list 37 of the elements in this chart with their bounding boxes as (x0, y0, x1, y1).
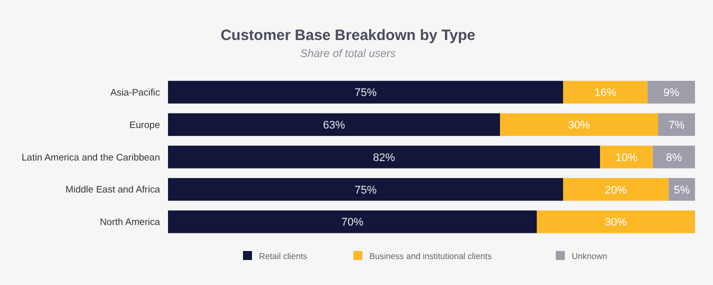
data-label: 63% (322, 119, 346, 132)
chart-subtitle: Share of total users (300, 48, 396, 60)
bar (600, 146, 653, 168)
data-label: 5% (674, 184, 690, 196)
bar (563, 80, 648, 104)
y-tick-label: Europe (129, 120, 160, 131)
data-label: 9% (663, 87, 680, 100)
data-label: 30% (604, 216, 628, 229)
bar (563, 178, 669, 201)
y-tick-label: North America (100, 217, 161, 228)
y-tick-label: Latin America and the Caribbean (22, 152, 160, 164)
data-label: 75% (354, 184, 377, 196)
data-label: 70% (341, 216, 364, 229)
legend-label: Business and institutional clients (369, 250, 492, 261)
bar (168, 178, 564, 201)
data-label: 30% (568, 119, 590, 132)
bar (536, 210, 695, 234)
bar (500, 113, 658, 136)
data-label: 20% (604, 184, 628, 196)
y-tick-label: Asia-Pacific (110, 88, 160, 99)
legend-label: Unknown (572, 250, 608, 261)
data-label: 75% (354, 87, 377, 100)
bar (168, 210, 537, 234)
chart-title: Customer Base Breakdown by Type (220, 27, 476, 44)
bar (168, 80, 564, 104)
legend-label: Retail clients (259, 250, 308, 261)
bar (658, 113, 695, 136)
data-label: 10% (615, 152, 638, 164)
data-label: 8% (666, 152, 682, 164)
bar (168, 113, 500, 136)
bar (652, 146, 695, 168)
y-tick-label: Middle East and Africa (65, 184, 161, 196)
data-label: 16% (594, 87, 617, 100)
bar (168, 146, 600, 168)
data-label: 82% (373, 152, 396, 164)
bar (648, 80, 695, 104)
data-label: 7% (668, 119, 685, 132)
